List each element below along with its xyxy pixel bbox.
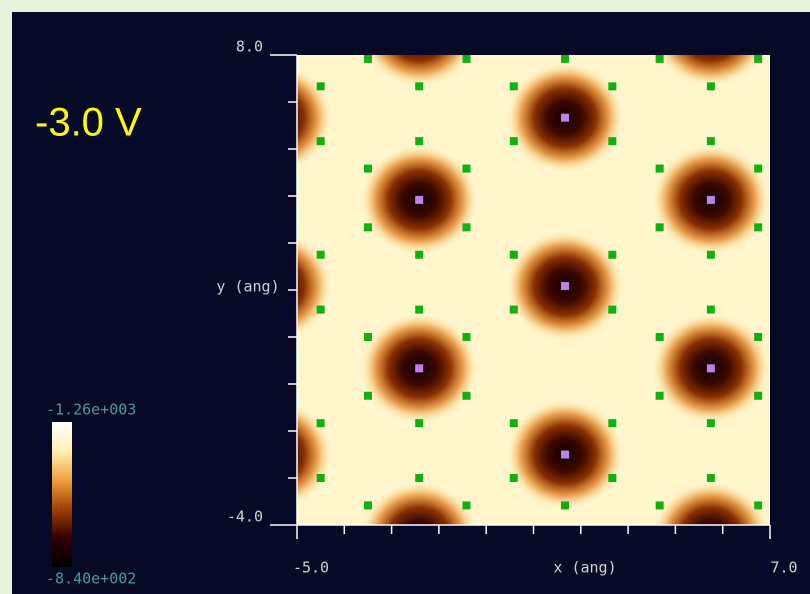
atom-marker (561, 55, 570, 63)
atom-marker (415, 474, 424, 482)
atom-marker (316, 305, 325, 314)
atom-marker (608, 137, 617, 146)
atom-marker (754, 55, 763, 63)
atom-marker (316, 137, 325, 146)
colorbar (52, 422, 72, 567)
y-tick-label: -4.0 (227, 508, 263, 526)
atom-marker (561, 282, 570, 291)
atom-marker (608, 474, 617, 482)
atom-marker (655, 333, 664, 341)
y-axis-label: y (ang) (216, 278, 279, 296)
atom-marker (316, 250, 325, 259)
atom-marker (608, 305, 617, 314)
y-tick-label: 8.0 (236, 38, 263, 56)
atom-marker (509, 250, 518, 259)
annotation: -3.0 V (35, 101, 142, 145)
atom-marker (415, 364, 424, 373)
atom-marker (655, 391, 664, 400)
atom-marker (706, 419, 715, 428)
atom-marker (655, 223, 664, 232)
atom-marker (363, 55, 372, 63)
heatmap-well (362, 55, 476, 90)
atom-marker (316, 419, 325, 428)
atom-marker (655, 164, 664, 173)
atom-marker (561, 113, 570, 122)
atom-marker (706, 364, 715, 373)
atom-marker (509, 419, 518, 428)
atom-marker (509, 137, 518, 146)
heatmap-well (297, 64, 336, 172)
atom-marker (754, 501, 763, 510)
atom-marker (316, 82, 325, 91)
heatmap-well (650, 478, 770, 525)
heatmap-well (297, 232, 336, 340)
heatmap-well (358, 478, 480, 525)
atom-marker (655, 501, 664, 510)
atom-marker (608, 419, 617, 428)
atom-marker (462, 223, 471, 232)
atom-marker (415, 137, 424, 146)
atom-marker (561, 450, 570, 459)
atom-marker (415, 419, 424, 428)
atom-marker (754, 164, 763, 173)
atom-marker (509, 82, 518, 91)
atom-marker (754, 223, 763, 232)
atom-marker (462, 164, 471, 173)
x-axis-label: x (ang) (553, 559, 616, 577)
atom-marker (462, 391, 471, 400)
heatmap-well (297, 400, 336, 509)
atom-marker (706, 195, 715, 204)
atom-marker (655, 55, 664, 63)
atom-marker (363, 164, 372, 173)
atom-marker (415, 305, 424, 314)
atom-marker (706, 250, 715, 259)
atom-marker (608, 82, 617, 91)
atom-marker (706, 137, 715, 146)
atom-marker (509, 305, 518, 314)
atom-marker (561, 501, 570, 510)
atom-marker (706, 82, 715, 91)
axes: -4.0 8.0 -5.0 7.0 (227, 38, 798, 577)
atom-marker (415, 82, 424, 91)
colorbar-min-label: -8.40e+002 (46, 570, 136, 588)
colorbar-max-label: -1.26e+003 (46, 401, 136, 419)
x-tick-label: -5.0 (293, 559, 329, 577)
atom-marker (363, 501, 372, 510)
atom-marker (363, 391, 372, 400)
atom-marker (462, 501, 471, 510)
x-tick-label: 7.0 (770, 559, 797, 577)
atom-marker (509, 474, 518, 482)
atom-marker (608, 250, 617, 259)
atom-marker (706, 305, 715, 314)
plot-area (297, 55, 770, 525)
atom-marker (706, 474, 715, 482)
atom-marker (754, 391, 763, 400)
atom-marker (415, 195, 424, 204)
heatmap-well (654, 55, 768, 90)
atom-marker (462, 55, 471, 63)
atom-marker (462, 333, 471, 341)
atom-marker (363, 223, 372, 232)
atom-marker (754, 333, 763, 341)
atom-marker (363, 333, 372, 341)
atom-marker (316, 474, 325, 482)
atom-marker (415, 250, 424, 259)
